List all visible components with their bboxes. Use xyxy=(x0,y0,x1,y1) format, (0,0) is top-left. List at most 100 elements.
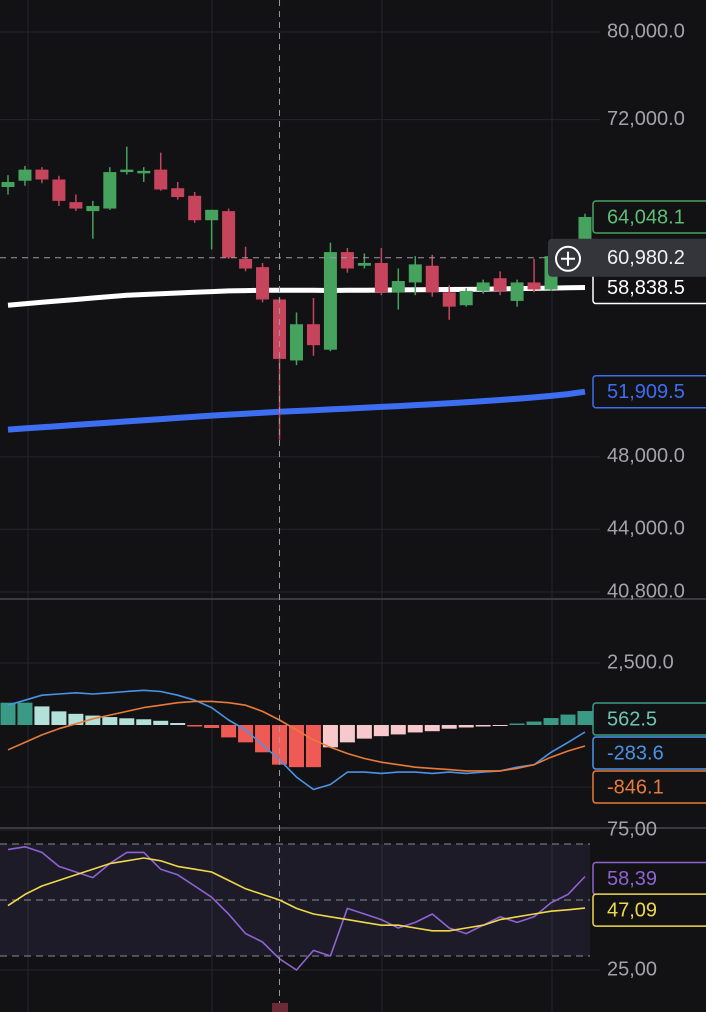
candle-body xyxy=(476,282,490,291)
candle-body xyxy=(52,179,66,201)
price-tag: 64,048.1 xyxy=(592,200,706,234)
candle-body xyxy=(239,258,253,269)
tag-label: 64,048.1 xyxy=(607,206,685,228)
tag-label: -846.1 xyxy=(607,776,664,798)
histogram-bar xyxy=(543,718,559,725)
y-tick-label: 2,500.0 xyxy=(607,651,674,673)
candle-body xyxy=(120,169,134,173)
histogram-bar xyxy=(255,724,271,753)
histogram-bar xyxy=(560,714,576,725)
candle-body xyxy=(256,267,270,300)
histogram-bar xyxy=(509,723,525,725)
histogram-bar xyxy=(492,724,508,726)
crosshair-tag: 60,980.2 xyxy=(548,238,706,277)
histogram-bar xyxy=(34,706,50,725)
y-tick-label: 75,00 xyxy=(607,818,657,840)
histogram-bar xyxy=(238,724,254,743)
crosshair-label: 60,980.2 xyxy=(607,247,685,269)
tag-box xyxy=(592,200,706,234)
histogram-bar xyxy=(119,718,135,725)
add-icon xyxy=(555,245,581,272)
candle-body xyxy=(273,299,287,359)
candle-body xyxy=(493,278,507,291)
line-series xyxy=(7,845,586,971)
time-marker xyxy=(272,1003,288,1012)
histogram-bar xyxy=(102,717,118,725)
candle-body xyxy=(188,195,202,221)
histogram-bar xyxy=(356,724,372,739)
price-tag: 58,838.5 xyxy=(592,270,706,305)
candle-body xyxy=(510,282,524,301)
histogram-bar xyxy=(204,724,220,728)
histogram-bar xyxy=(68,713,84,725)
price-tag: 58,39 xyxy=(592,861,706,896)
candle-body xyxy=(425,265,439,293)
tag-box xyxy=(592,736,706,770)
layer: 80,000.0 72,000.0 48,000.0 44,000.0 40,800.0… xyxy=(607,20,685,980)
histogram-bar xyxy=(339,724,355,743)
histogram-bar xyxy=(17,702,33,725)
candle-body xyxy=(459,290,473,306)
tag-label: 51,909.5 xyxy=(607,381,685,403)
candle-body xyxy=(154,169,168,190)
histogram-bar xyxy=(441,724,457,729)
layer xyxy=(0,31,600,971)
candle-body xyxy=(357,263,371,266)
tag-label: 562.5 xyxy=(607,708,657,730)
histogram-bar xyxy=(221,724,237,738)
tag-box xyxy=(592,374,706,409)
histogram-bar xyxy=(305,724,321,768)
line-series xyxy=(7,388,586,433)
histogram-bar xyxy=(526,721,542,725)
candle-body xyxy=(35,169,49,180)
y-tick-label: 25,00 xyxy=(607,958,657,980)
y-tick-label: 44,000.0 xyxy=(607,518,685,540)
candle-body xyxy=(340,252,354,269)
histogram-bar xyxy=(322,724,338,748)
line-series xyxy=(7,700,586,772)
tag-box xyxy=(592,702,706,736)
tag-label: 47,09 xyxy=(607,899,657,921)
tag-box xyxy=(592,770,706,804)
histogram-bar xyxy=(153,720,169,725)
histogram-bar xyxy=(475,724,491,727)
candle-body xyxy=(86,205,100,212)
add-button[interactable] xyxy=(555,245,581,272)
candle-body xyxy=(527,282,541,290)
price-tag: 47,09 xyxy=(592,893,706,927)
tag-box xyxy=(548,238,706,277)
histogram-bar xyxy=(373,724,389,737)
add-icon xyxy=(561,251,575,266)
y-tick-label: 80,000.0 xyxy=(607,20,685,42)
candle-body xyxy=(408,264,422,283)
y-tick-label: 72,000.0 xyxy=(607,108,685,130)
histogram-bar xyxy=(288,724,304,768)
tag-label: 58,838.5 xyxy=(607,277,685,299)
histogram-bar xyxy=(577,711,593,725)
price-tag: -283.6 xyxy=(592,736,706,770)
vertical-grid xyxy=(27,0,553,1012)
candle-body xyxy=(442,292,456,307)
candle-body xyxy=(306,324,320,346)
tag-label: 58,39 xyxy=(607,868,657,890)
histogram-bar xyxy=(51,711,67,725)
candle-body xyxy=(205,209,219,221)
candle-body xyxy=(391,281,405,293)
histogram-bar xyxy=(407,724,423,733)
histogram-bar xyxy=(458,724,474,728)
candle-body xyxy=(103,172,117,209)
histogram-bar xyxy=(136,719,152,725)
histogram-bar xyxy=(272,724,288,765)
y-tick-label: 40,800.0 xyxy=(607,580,685,602)
candle-body xyxy=(1,181,15,187)
line-series xyxy=(7,857,586,932)
histogram-bar xyxy=(85,715,101,725)
candle-body xyxy=(222,211,236,258)
price-tag: -846.1 xyxy=(592,770,706,804)
histogram-bar xyxy=(0,702,16,725)
candle-body xyxy=(171,188,185,198)
tag-box xyxy=(592,893,706,927)
candle-body xyxy=(374,263,388,293)
